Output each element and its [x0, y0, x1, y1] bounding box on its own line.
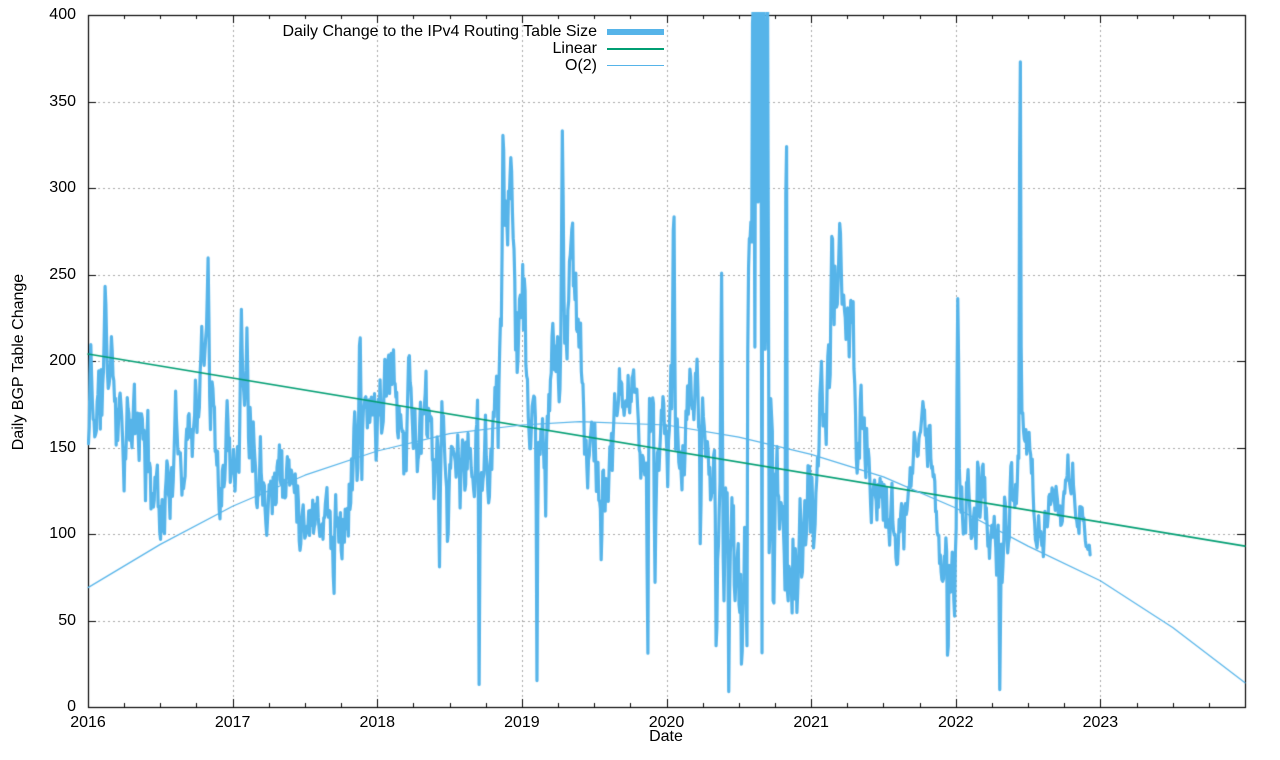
x-tick-label: 2019	[504, 714, 540, 731]
x-tick-label: 2018	[359, 714, 396, 731]
x-tick-label: 2021	[793, 714, 829, 731]
legend-label-linear-fit: Linear	[552, 39, 597, 57]
y-axis-title: Daily BGP Table Change	[10, 273, 27, 451]
y-tick-label: 250	[49, 265, 76, 283]
legend-label-quadratic-fit: O(2)	[565, 56, 597, 74]
y-tick-label: 50	[58, 611, 76, 629]
x-tick-label: 2022	[937, 714, 974, 731]
x-tick-label: 2023	[1082, 714, 1119, 731]
legend-sample-daily-series-line	[607, 28, 664, 35]
x-tick-label: 2017	[214, 714, 251, 731]
y-tick-label: 100	[49, 525, 76, 542]
legend-label-daily-series: Daily Change to the IPv4 Routing Table S…	[282, 22, 597, 40]
y-tick-label: 350	[49, 92, 76, 110]
y-tick-label: 300	[49, 179, 76, 196]
legend-row-quadratic-fit: O(2)	[0, 57, 664, 74]
y-tick-label: 150	[49, 438, 76, 456]
y-tick-label: 400	[49, 6, 76, 23]
legend: Daily Change to the IPv4 Routing Table S…	[0, 23, 664, 74]
x-axis-title: Date	[649, 728, 683, 745]
legend-row-linear-fit: Linear	[0, 40, 664, 57]
y-tick-label: 200	[49, 352, 76, 369]
legend-sample-linear-fit-line	[607, 47, 664, 50]
y-tick-label: 0	[67, 698, 76, 715]
x-tick-label: 2020	[648, 714, 685, 731]
legend-row-daily-series: Daily Change to the IPv4 Routing Table S…	[0, 23, 664, 40]
x-tick-label: 2016	[70, 714, 106, 731]
legend-sample-quadratic-fit-line	[607, 64, 664, 67]
